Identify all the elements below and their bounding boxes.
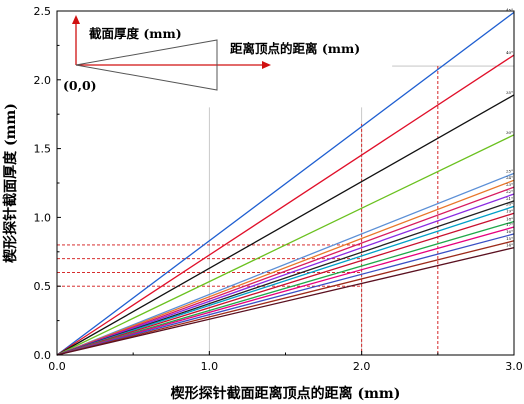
series-line-2: [56, 94, 515, 356]
series-line-15: [56, 247, 515, 356]
series-label-5: 24°: [506, 175, 513, 180]
series-line-8: [56, 200, 515, 356]
inset-wedge: [75, 39, 218, 91]
y-tick-label-0: 0.0: [34, 349, 52, 362]
x-tick-label-1: 1.0: [201, 360, 219, 373]
series-label-15: 14°: [506, 243, 513, 248]
series-label-7: 22°: [506, 189, 513, 194]
series-label-14: 15°: [506, 236, 513, 241]
series-label-9: 20°: [506, 201, 513, 206]
series-line-10: [56, 212, 515, 356]
series-label-13: 16°: [506, 229, 513, 234]
series-line-11: [56, 220, 515, 356]
reference-lines: [57, 66, 439, 355]
series-labels: 45° 40° 35° 30° 25° 24° 23° 22° 21°20° 19° 18°17° 1…: [506, 7, 513, 247]
series-line-4: [56, 172, 515, 356]
series-line-12: [56, 226, 515, 356]
series-label-10: 19°: [506, 208, 513, 213]
series-label-0: 45°: [506, 7, 513, 12]
series-label-8: 21°: [506, 196, 513, 201]
series-line-14: [56, 240, 515, 356]
y-axis-title: 楔形探针截面厚度 (mm): [2, 103, 19, 263]
y-tick-label-4: 2.0: [34, 74, 52, 87]
series-label-1: 40°: [506, 50, 513, 55]
x-tick-label-0: 0.0: [48, 360, 66, 373]
series-label-11: 18°: [506, 217, 513, 222]
inset-x-label: 距离顶点的距离 (mm): [230, 41, 360, 56]
x-axis-title: 楔形探针截面距离顶点的距离 (mm): [171, 385, 401, 402]
y-tick-label-5: 2.5: [34, 5, 52, 18]
series-line-7: [56, 193, 515, 356]
x-tick-label-2: 2.0: [353, 360, 371, 373]
inset-y-arrow-head: [72, 15, 80, 24]
series-label-12: 17°: [506, 222, 513, 227]
inset-origin-label: (0,0): [63, 78, 97, 93]
series-label-4: 25°: [506, 168, 513, 173]
series-label-3: 30°: [506, 130, 513, 135]
series-line-13: [56, 233, 515, 356]
inset-schematic: 截面厚度 (mm) 距离顶点的距离 (mm) (0,0): [63, 15, 360, 93]
inset-x-arrow-head: [262, 61, 271, 69]
series-line-5: [56, 179, 515, 356]
inset-y-label: 截面厚度 (mm): [89, 26, 182, 41]
series-label-6: 23°: [506, 182, 513, 187]
series-line-9: [56, 205, 515, 356]
series-line-1: [56, 54, 515, 356]
series-line-3: [56, 134, 515, 356]
series-line-6: [56, 186, 515, 356]
y-tick-label-2: 1.0: [34, 211, 52, 224]
series-label-2: 35°: [506, 90, 513, 95]
y-tick-label-1: 0.5: [34, 280, 52, 293]
y-axis-ticks: 0.0 0.5 1.0 1.5 2.0 2.5: [34, 5, 61, 362]
x-tick-label-3: 3.0: [505, 360, 523, 373]
y-tick-label-3: 1.5: [34, 143, 52, 156]
series-layer: [56, 11, 515, 356]
series-line-0: [56, 11, 515, 356]
x-axis-ticks: 0.0 1.0 2.0 3.0: [48, 351, 523, 373]
